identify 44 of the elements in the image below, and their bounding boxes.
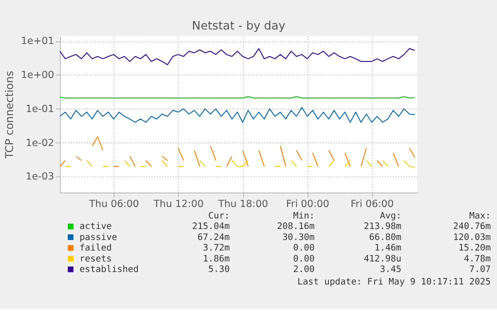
y-tick-label: 1e-03 (26, 172, 54, 183)
text: 1.46m (374, 244, 402, 254)
text: Last update: Fri May 9 10:17:11 2025 (297, 278, 491, 288)
x-tick-label: Fri 00:00 (286, 199, 330, 210)
text: Cur: (208, 211, 230, 222)
text: 7.07 (469, 265, 491, 276)
text: 67.24m (197, 232, 230, 243)
legend-label: failed (80, 244, 112, 254)
y-tick-label: 1e-02 (26, 138, 54, 149)
text: 215.04m (192, 222, 230, 232)
line-series (59, 48, 416, 66)
text: 3.45 (380, 265, 402, 276)
text: Avg: (380, 211, 402, 222)
text: 0.00 (293, 244, 315, 254)
x-tick-label: Thu 12:00 (152, 199, 204, 210)
text: 30.30m (282, 232, 315, 243)
text: 2.00 (293, 265, 315, 276)
y-axis-title: TCP connections (2, 70, 16, 160)
legend-label: resets (80, 254, 112, 264)
y-tick-label: 1e-01 (26, 104, 54, 115)
text: 412.98u (364, 254, 402, 264)
text: 5.30 (208, 265, 230, 276)
text: 120.03m (453, 232, 491, 243)
text: 66.80m (369, 232, 402, 243)
legend-label: active (80, 222, 112, 232)
x-tick-label: Thu 06:00 (88, 199, 140, 210)
text: 4.78m (464, 254, 491, 264)
text: Max: (469, 211, 491, 222)
x-tick-label: Fri 06:00 (350, 199, 394, 210)
legend-label: passive (80, 232, 118, 243)
text: Min: (293, 211, 315, 222)
text: 208.16m (277, 222, 315, 232)
text: 3.72m (202, 244, 230, 254)
text: 15.20m (458, 244, 491, 254)
chart-title: Netstat - by day (192, 18, 286, 32)
x-tick-label: Thu 18:00 (217, 199, 268, 210)
line-series (59, 106, 416, 123)
text: 0.00 (293, 254, 315, 264)
text: 213.98m (364, 222, 402, 232)
text: 1.86m (202, 254, 230, 264)
text: 240.76m (453, 222, 491, 232)
y-tick-label: 1e+00 (21, 70, 54, 82)
y-tick-label: 1e+01 (21, 36, 54, 48)
legend-label: established (80, 265, 139, 276)
